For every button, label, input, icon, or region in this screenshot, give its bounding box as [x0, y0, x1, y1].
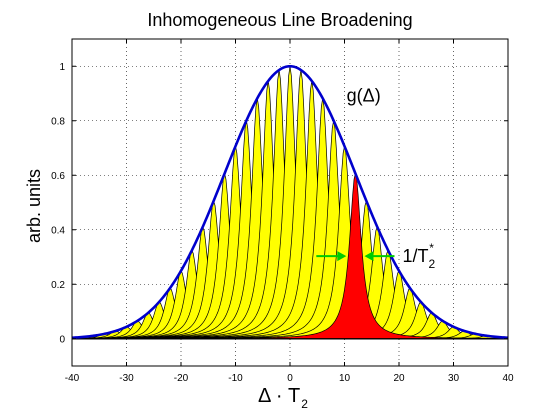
- x-tick-label: 0: [287, 373, 293, 384]
- chart-title: Inhomogeneous Line Broadening: [147, 10, 412, 30]
- right-arrow-head: [364, 251, 374, 262]
- x-tick-label: -30: [119, 373, 134, 384]
- y-tick-label: 0.2: [51, 280, 65, 291]
- axis-ticks: -40 -30 -20 -10 0 10 20 30 40 0 0.2 0.4 0.6 0.8 1: [51, 39, 514, 384]
- x-tick-label: -10: [228, 373, 243, 384]
- x-axis-label-main: Δ · T: [258, 385, 300, 407]
- x-axis-label: Δ · T2: [258, 385, 308, 411]
- y-tick-label: 1: [59, 62, 65, 73]
- x-tick-label: 10: [339, 373, 351, 384]
- y-tick-label: 0.8: [51, 116, 65, 127]
- y-tick-label: 0.4: [51, 225, 65, 236]
- x-tick-label: -40: [65, 373, 80, 384]
- envelope-group: [71, 64, 509, 339]
- x-tick-label: 20: [393, 373, 405, 384]
- envelope-curve: [71, 64, 509, 339]
- linewidth-label-subscript: 2: [429, 257, 436, 271]
- y-tick-label: 0: [59, 334, 65, 345]
- left-arrow-head: [337, 251, 347, 262]
- x-axis-label-subscript: 2: [301, 397, 308, 411]
- linewidth-label: 1/T2 *: [402, 241, 435, 271]
- annotations: g(Δ) 1/T2 *: [316, 86, 436, 271]
- line-shapes: [71, 66, 509, 340]
- linewidth-label-main: 1/T: [402, 246, 428, 266]
- envelope-label: g(Δ): [347, 86, 381, 106]
- y-axis-label: arb. units: [24, 169, 44, 243]
- y-tick-label: 0.6: [51, 171, 65, 182]
- x-tick-label: 40: [502, 373, 514, 384]
- x-tick-label: 30: [448, 373, 460, 384]
- linewidth-label-superscript: *: [429, 241, 434, 255]
- x-tick-label: -20: [174, 373, 189, 384]
